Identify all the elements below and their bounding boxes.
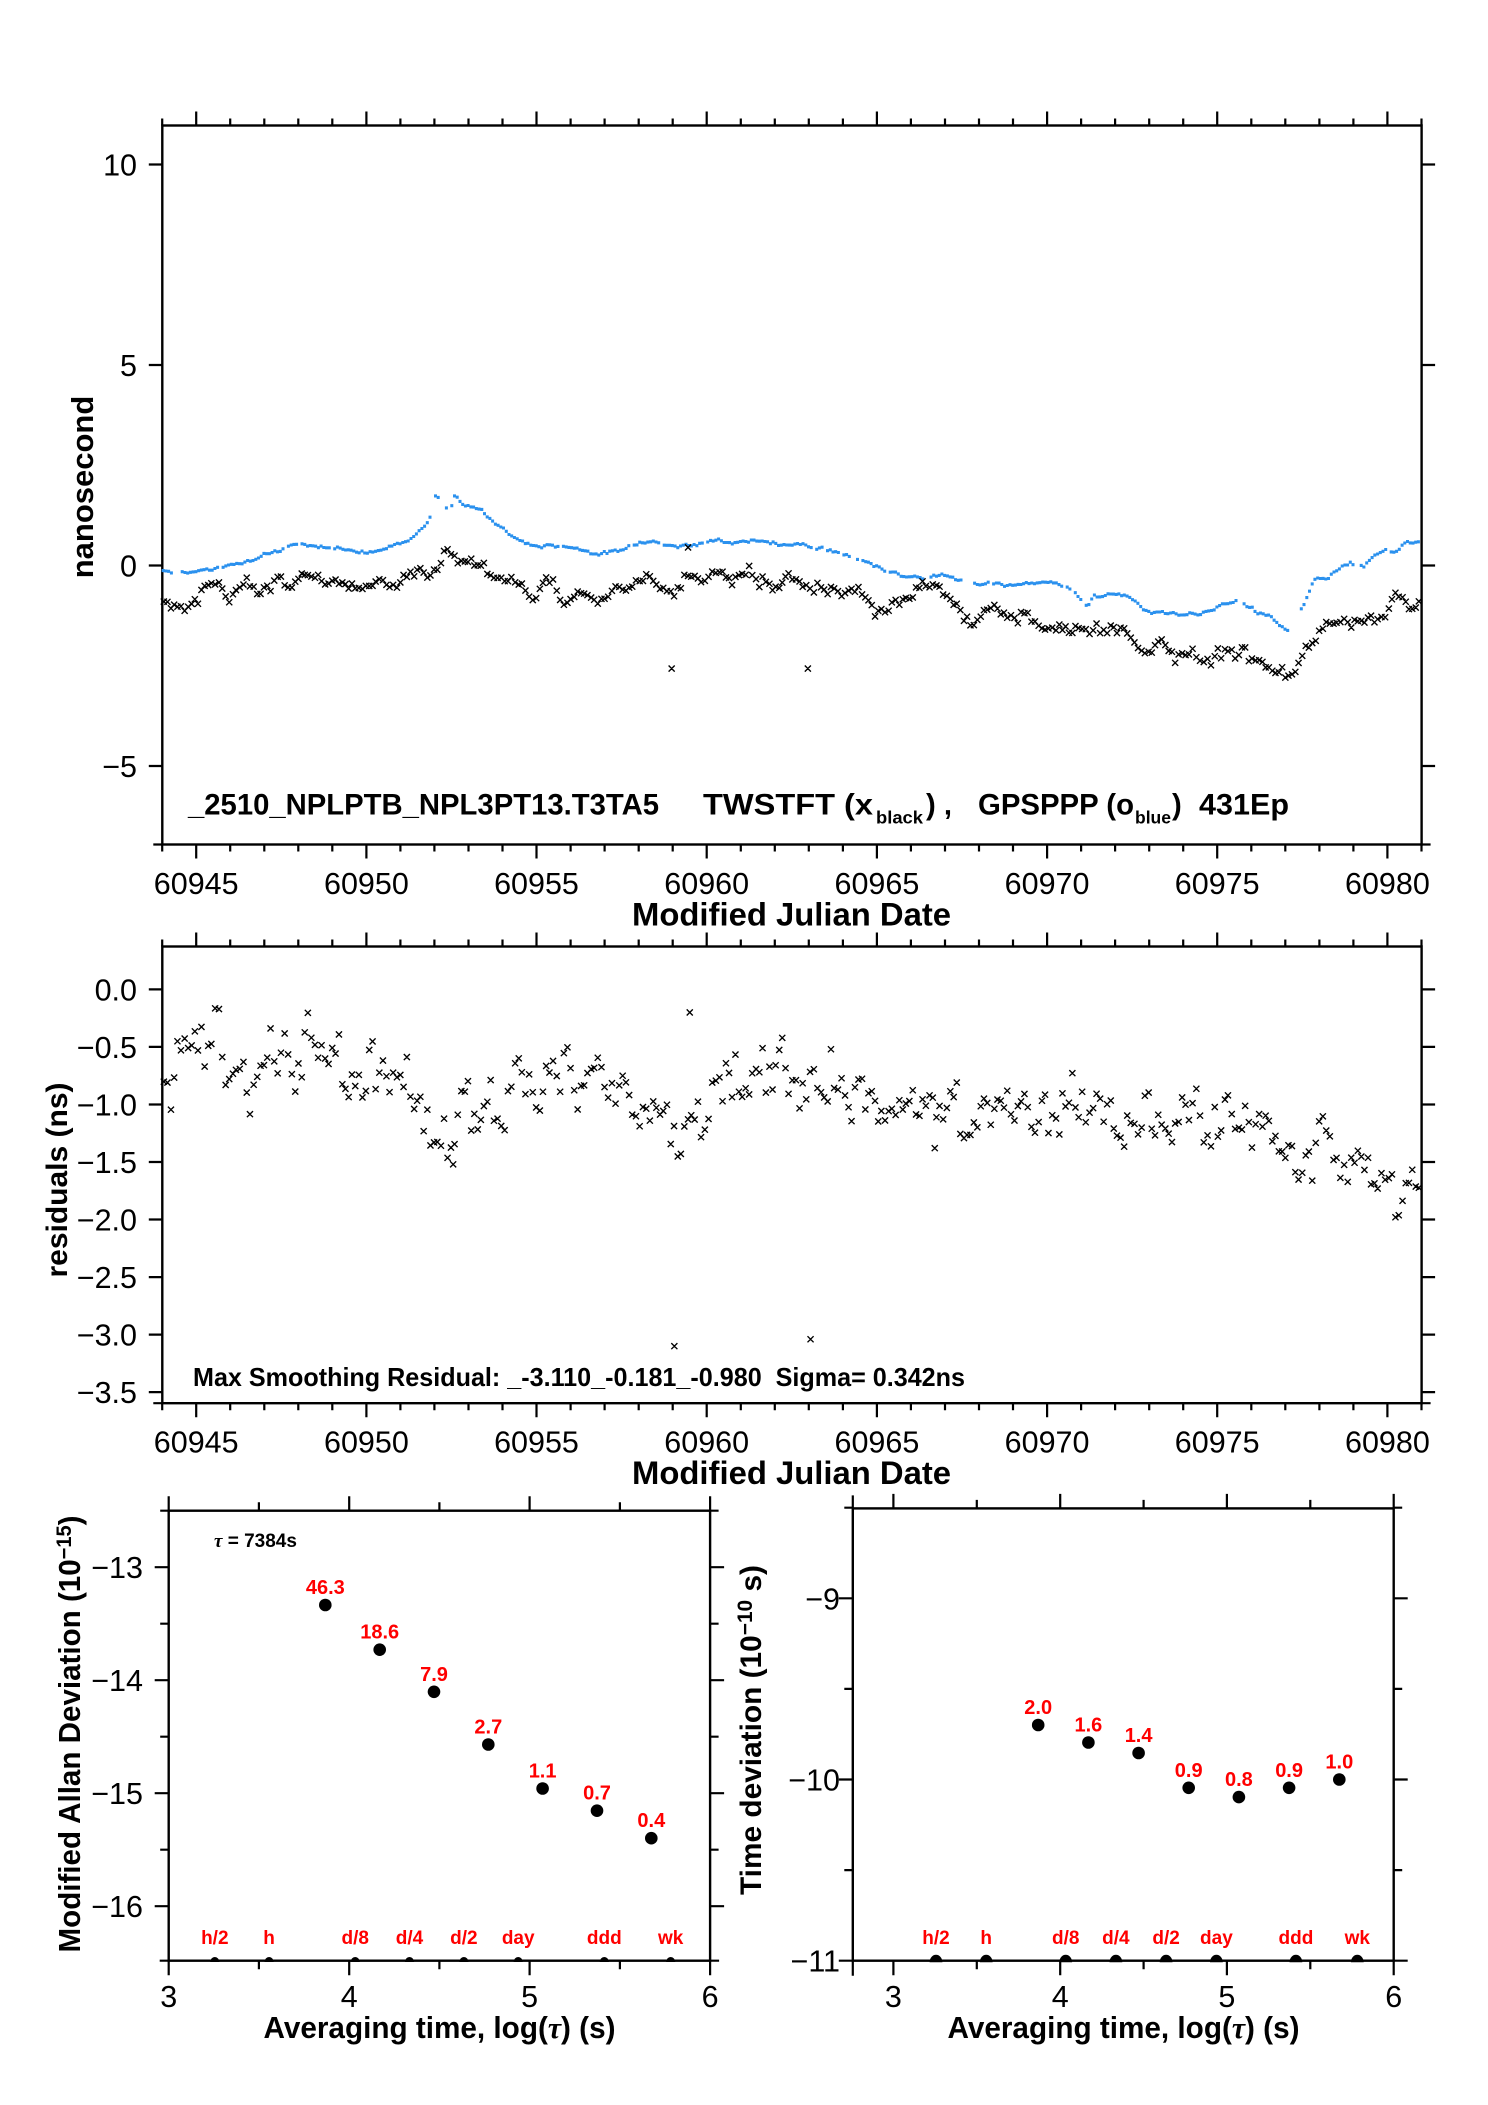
svg-text:Max Smoothing Residual: _-3.11: Max Smoothing Residual: _-3.110_-0.181_-… [193,1362,965,1392]
svg-text:h: h [980,1928,992,1949]
svg-text:d/8: d/8 [341,1928,368,1949]
svg-text:1.4: 1.4 [1125,1725,1154,1747]
svg-text:431Ep: 431Ep [1199,789,1289,822]
svg-text:60970: 60970 [1005,867,1090,901]
svg-text:−1.5: −1.5 [77,1146,137,1180]
svg-text:60975: 60975 [1175,867,1260,901]
svg-text:60945: 60945 [154,867,239,901]
svg-text:60970: 60970 [1005,1426,1090,1460]
svg-text:60980: 60980 [1345,1426,1430,1460]
svg-text:−15: −15 [91,1777,143,1811]
svg-text:6: 6 [1385,1980,1402,2014]
svg-text:−5: −5 [102,750,137,784]
svg-text:5: 5 [521,1980,538,2014]
svg-text:0.9: 0.9 [1275,1760,1303,1782]
svg-text:GPSPPP (o: GPSPPP (o [978,789,1134,822]
svg-text:wk: wk [657,1928,684,1949]
svg-text:Averaging time, log(τ) (s): Averaging time, log(τ) (s) [948,2011,1300,2045]
svg-text:h/2: h/2 [201,1928,228,1949]
svg-text:−2.0: −2.0 [77,1204,137,1238]
svg-text:d/2: d/2 [450,1928,477,1949]
svg-text:60955: 60955 [494,867,579,901]
svg-text:d/4: d/4 [1102,1928,1130,1949]
svg-text:60975: 60975 [1175,1426,1260,1460]
svg-text:4: 4 [1052,1980,1069,2014]
svg-text:60960: 60960 [664,867,749,901]
svg-text:−0.5: −0.5 [77,1031,137,1065]
svg-text:ddd: ddd [1278,1928,1313,1949]
svg-text:5: 5 [1218,1980,1235,2014]
svg-text:blue: blue [1135,808,1171,828]
svg-text:τ = 7384s: τ = 7384s [214,1531,297,1552]
svg-text:−11: −11 [791,1945,840,1979]
svg-text:18.6: 18.6 [360,1622,399,1644]
svg-text:60945: 60945 [154,1426,239,1460]
svg-text:h/2: h/2 [922,1928,949,1949]
svg-text:60950: 60950 [324,867,409,901]
svg-text:d/2: d/2 [1152,1928,1179,1949]
svg-text:4: 4 [341,1980,358,2014]
svg-text:60960: 60960 [664,1426,749,1460]
svg-text:−14: −14 [91,1664,143,1698]
svg-text:−2.5: −2.5 [77,1261,137,1295]
svg-text:1.6: 1.6 [1074,1715,1102,1737]
svg-text:5: 5 [120,349,137,383]
svg-text:1.1: 1.1 [529,1761,557,1783]
svg-text:−10: −10 [788,1764,840,1798]
svg-text:black: black [876,808,923,828]
svg-text:−16: −16 [91,1890,143,1924]
svg-text:−9: −9 [805,1582,840,1616]
svg-text:60955: 60955 [494,1426,579,1460]
svg-text:3: 3 [885,1980,902,2014]
svg-text:TWSTFT (x: TWSTFT (x [703,789,874,822]
svg-text:Averaging time, log(τ) (s): Averaging time, log(τ) (s) [264,2011,616,2045]
svg-text:−13: −13 [91,1551,143,1585]
svg-text:6: 6 [702,1980,719,2014]
svg-text:Modified Allan Deviation (10−1: Modified Allan Deviation (10−15) [52,1516,87,1953]
svg-text:Time deviation (10−10 s): Time deviation (10−10 s) [734,1565,768,1895]
svg-text:0.9: 0.9 [1175,1760,1203,1782]
svg-text:day: day [502,1928,535,1949]
svg-text:0.8: 0.8 [1225,1769,1253,1791]
svg-text:) ,: ) , [926,789,952,822]
svg-text:1.0: 1.0 [1325,1752,1353,1774]
svg-text:60965: 60965 [834,867,919,901]
svg-text:d/4: d/4 [396,1928,424,1949]
svg-text:Modified Julian Date: Modified Julian Date [632,897,951,933]
svg-text:0: 0 [120,550,137,584]
svg-text:10: 10 [103,149,137,183]
svg-text:day: day [1200,1928,1233,1949]
svg-text:2.7: 2.7 [474,1717,502,1739]
svg-text:nanosecond: nanosecond [65,396,100,579]
svg-text:ddd: ddd [587,1928,622,1949]
svg-text:h: h [263,1928,275,1949]
svg-text:3: 3 [160,1980,177,2014]
svg-text:60950: 60950 [324,1426,409,1460]
svg-text:_2510_NPLPTB_NPL3PT13.T3TA5: _2510_NPLPTB_NPL3PT13.T3TA5 [187,789,659,822]
svg-text:7.9: 7.9 [420,1664,448,1686]
svg-text:60980: 60980 [1345,867,1430,901]
svg-text:2.0: 2.0 [1024,1697,1052,1719]
svg-text:−1.0: −1.0 [77,1089,137,1123]
svg-text:Modified Julian Date: Modified Julian Date [632,1455,951,1491]
svg-text:60965: 60965 [834,1426,919,1460]
svg-text:d/8: d/8 [1052,1928,1079,1949]
svg-text:−3.5: −3.5 [77,1376,137,1410]
svg-text:−3.0: −3.0 [77,1319,137,1353]
svg-text:0.4: 0.4 [637,1810,666,1832]
svg-text:wk: wk [1344,1928,1371,1949]
svg-text:46.3: 46.3 [306,1577,345,1599]
svg-text:): ) [1172,789,1182,822]
svg-text:0.0: 0.0 [95,973,137,1007]
svg-text:residuals (ns): residuals (ns) [41,1082,74,1277]
svg-text:0.7: 0.7 [583,1783,611,1805]
